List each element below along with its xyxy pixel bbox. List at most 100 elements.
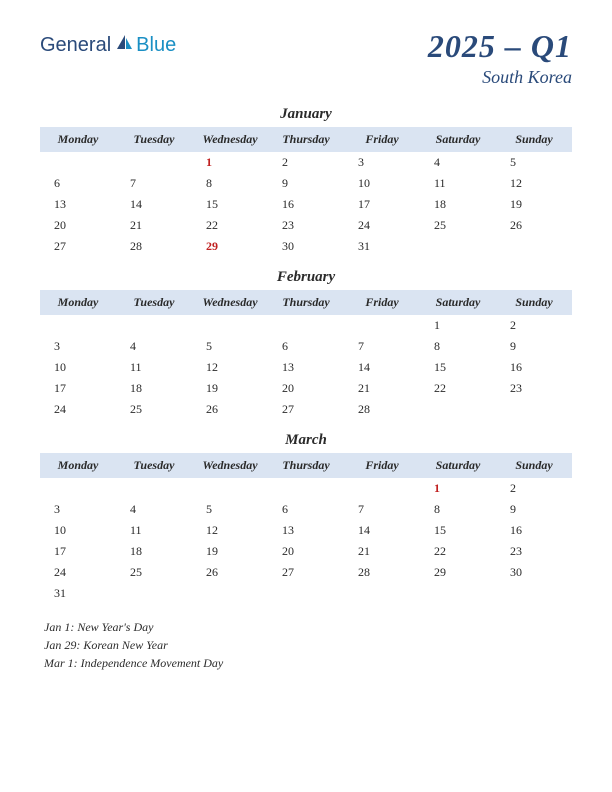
calendar-cell: 28 <box>344 399 420 420</box>
calendar-cell: 3 <box>40 336 116 357</box>
month-block: January MondayTuesdayWednesdayThursdayFri… <box>40 106 572 257</box>
calendar-table: MondayTuesdayWednesdayThursdayFridaySatu… <box>40 127 572 257</box>
day-header: Thursday <box>268 453 344 478</box>
calendar-cell: 21 <box>344 541 420 562</box>
logo-text-general: General <box>40 34 111 57</box>
day-header: Tuesday <box>116 127 192 152</box>
calendar-cell: 18 <box>420 194 496 215</box>
calendar-cell: 17 <box>40 541 116 562</box>
calendar-cell: 8 <box>420 499 496 520</box>
calendar-cell <box>116 152 192 173</box>
calendar-cell: 31 <box>344 236 420 257</box>
calendar-row: 31 <box>40 583 572 604</box>
calendar-cell: 26 <box>192 399 268 420</box>
holidays-list: Jan 1: New Year's DayJan 29: Korean New … <box>40 618 572 672</box>
calendar-cell: 19 <box>496 194 572 215</box>
quarter-title: 2025 – Q1 <box>428 28 572 65</box>
calendar-cell: 30 <box>268 236 344 257</box>
calendar-cell: 26 <box>496 215 572 236</box>
calendar-cell: 27 <box>268 562 344 583</box>
calendar-cell <box>344 478 420 499</box>
calendar-cell: 17 <box>40 378 116 399</box>
day-header: Saturday <box>420 290 496 315</box>
holiday-entry: Jan 29: Korean New Year <box>44 636 572 654</box>
day-header: Friday <box>344 290 420 315</box>
calendar-cell: 11 <box>116 520 192 541</box>
day-header: Wednesday <box>192 127 268 152</box>
calendar-cell: 6 <box>268 336 344 357</box>
calendar-table: MondayTuesdayWednesdayThursdayFridaySatu… <box>40 453 572 604</box>
calendar-cell: 12 <box>192 520 268 541</box>
month-name: January <box>40 106 572 123</box>
months-container: JanuaryMondayTuesdayWednesdayThursdayFri… <box>40 106 572 604</box>
day-header: Tuesday <box>116 290 192 315</box>
calendar-cell: 27 <box>268 399 344 420</box>
day-header: Friday <box>344 127 420 152</box>
calendar-cell: 21 <box>116 215 192 236</box>
calendar-cell: 25 <box>116 399 192 420</box>
calendar-cell: 6 <box>40 173 116 194</box>
calendar-cell: 22 <box>420 378 496 399</box>
calendar-row: 17181920212223 <box>40 541 572 562</box>
calendar-cell <box>420 399 496 420</box>
calendar-cell: 13 <box>268 357 344 378</box>
title-block: 2025 – Q1 South Korea <box>428 28 572 88</box>
calendar-cell: 24 <box>40 399 116 420</box>
calendar-cell: 10 <box>344 173 420 194</box>
calendar-cell <box>40 478 116 499</box>
calendar-cell: 8 <box>192 173 268 194</box>
holiday-entry: Jan 1: New Year's Day <box>44 618 572 636</box>
day-header: Thursday <box>268 290 344 315</box>
day-header: Wednesday <box>192 290 268 315</box>
calendar-cell: 6 <box>268 499 344 520</box>
calendar-cell: 10 <box>40 520 116 541</box>
calendar-cell: 4 <box>116 499 192 520</box>
month-name: March <box>40 432 572 449</box>
calendar-row: 12 <box>40 478 572 499</box>
day-header: Saturday <box>420 127 496 152</box>
calendar-cell: 16 <box>268 194 344 215</box>
calendar-cell <box>192 583 268 604</box>
calendar-cell: 27 <box>40 236 116 257</box>
calendar-cell: 22 <box>192 215 268 236</box>
calendar-cell: 24 <box>344 215 420 236</box>
calendar-row: 12 <box>40 315 572 336</box>
holiday-entry: Mar 1: Independence Movement Day <box>44 654 572 672</box>
calendar-row: 24252627282930 <box>40 562 572 583</box>
calendar-cell: 5 <box>496 152 572 173</box>
calendar-cell <box>116 478 192 499</box>
calendar-table: MondayTuesdayWednesdayThursdayFridaySatu… <box>40 290 572 420</box>
calendar-cell: 28 <box>116 236 192 257</box>
calendar-cell: 28 <box>344 562 420 583</box>
day-header: Monday <box>40 453 116 478</box>
calendar-cell: 2 <box>496 478 572 499</box>
calendar-cell: 20 <box>40 215 116 236</box>
calendar-cell: 16 <box>496 520 572 541</box>
calendar-cell: 30 <box>496 562 572 583</box>
calendar-cell <box>420 583 496 604</box>
calendar-cell: 19 <box>192 541 268 562</box>
calendar-row: 17181920212223 <box>40 378 572 399</box>
calendar-cell <box>496 583 572 604</box>
calendar-cell: 20 <box>268 541 344 562</box>
calendar-cell <box>40 152 116 173</box>
calendar-cell: 1 <box>420 478 496 499</box>
logo-sail-icon <box>115 33 133 51</box>
calendar-cell: 12 <box>192 357 268 378</box>
calendar-cell: 23 <box>496 378 572 399</box>
calendar-cell: 9 <box>268 173 344 194</box>
day-header: Friday <box>344 453 420 478</box>
day-header: Sunday <box>496 290 572 315</box>
calendar-cell: 4 <box>116 336 192 357</box>
calendar-cell: 2 <box>496 315 572 336</box>
calendar-cell <box>116 315 192 336</box>
calendar-cell: 14 <box>116 194 192 215</box>
calendar-cell: 11 <box>116 357 192 378</box>
calendar-cell: 5 <box>192 499 268 520</box>
calendar-cell: 12 <box>496 173 572 194</box>
calendar-cell: 18 <box>116 541 192 562</box>
calendar-cell <box>420 236 496 257</box>
calendar-cell: 26 <box>192 562 268 583</box>
calendar-cell: 22 <box>420 541 496 562</box>
calendar-cell <box>344 315 420 336</box>
